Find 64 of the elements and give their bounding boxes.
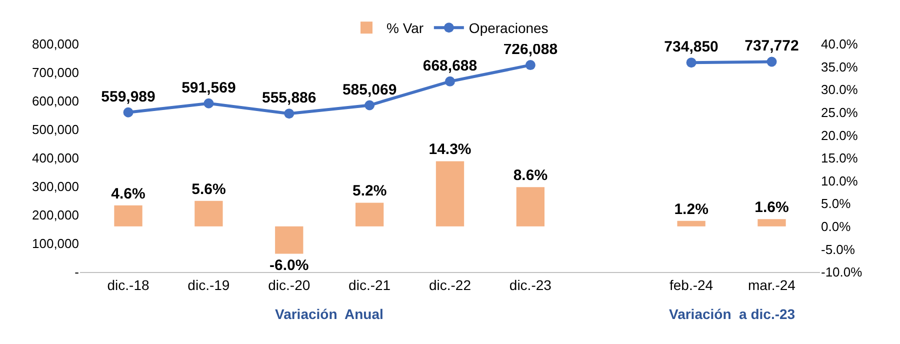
data-label: 559,989 [101,88,156,106]
x-tick-label: feb.-24 [670,276,714,293]
data-label: 668,688 [422,57,478,74]
y2-tick-label: 5.0% [821,196,852,212]
point [123,107,134,118]
y2-tick-label: -5.0% [821,242,856,257]
x-tick-label: dic.-18 [107,276,150,293]
y-tick-label: 800,000 [32,36,79,52]
point [364,100,375,110]
data-label: 4.6% [111,185,146,202]
data-label: 8.6% [513,167,548,184]
data-label: 1.2% [674,200,708,218]
x-tick-label: dic.-22 [428,276,472,293]
x-tick-label: dic.-20 [268,276,310,293]
y2-tick-label: 40.0% [821,36,858,52]
point [686,58,696,68]
bar [677,220,706,226]
y2-tick-label: -10.0% [821,264,863,280]
point [525,60,536,70]
x-tick-label: dic.-23 [509,276,552,293]
y-tick-label: 600,000 [32,94,79,109]
point [204,98,214,108]
y-tick-label: - [74,264,79,280]
y-tick-label: 200,000 [32,208,79,223]
legend-label: Operaciones [468,20,548,36]
bar [516,187,545,226]
data-label: 734,850 [664,38,718,56]
y2-tick-label: 20.0% [821,128,858,143]
data-label: 1.6% [754,199,789,216]
y2-tick-label: 30.0% [821,82,858,98]
data-label: 5.6% [192,180,226,198]
y-tick-label: 700,000 [32,65,79,80]
bar [758,219,786,226]
text: Variación a dic.-23 [669,306,796,322]
y-tick-label: 300,000 [32,179,79,194]
bar [194,200,223,226]
y-tick-label: 400,000 [32,150,79,166]
data-label: 591,569 [182,79,236,96]
data-label: 14.3% [428,141,472,158]
x-tick-label: dic.-21 [348,276,391,293]
data-label: 555,886 [262,90,316,107]
y2-tick-label: 25.0% [821,104,858,120]
y-tick-label: 100,000 [32,236,79,252]
data-label: 585,069 [342,81,397,98]
text: Variación Anual [275,306,384,322]
data-label: 5.2% [352,182,387,200]
point [445,76,455,86]
y2-tick-label: 10.0% [821,173,858,188]
y-tick-label: 500,000 [32,122,79,138]
point [284,108,294,119]
data-label: 726,088 [503,41,558,58]
bar [275,226,304,254]
bar [114,205,142,226]
y2-tick-label: 0.0% [821,218,852,234]
bar [355,202,384,226]
x-tick-label: dic.-19 [188,276,230,293]
bar [436,161,464,226]
point [766,56,777,67]
y2-tick-label: 15.0% [821,150,858,166]
y2-tick-label: 35.0% [821,59,858,74]
x-tick-label: mar.-24 [748,276,796,293]
data-label: 737,772 [744,38,799,55]
legend-label: % Var [386,20,424,36]
data-label: -6.0% [270,256,309,274]
